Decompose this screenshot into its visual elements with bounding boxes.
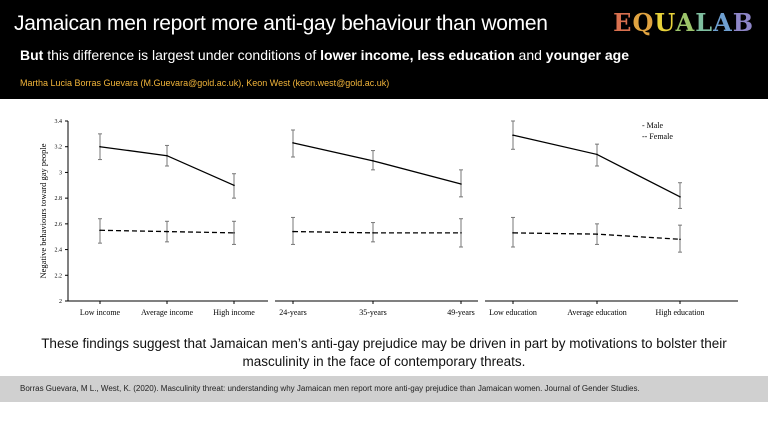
x-tick-label: High income <box>213 308 255 317</box>
x-tick-label: 35-years <box>359 308 387 317</box>
series-line-male <box>292 142 462 185</box>
data-point <box>372 160 374 162</box>
authors: Martha Lucia Borras Guevara (M.Guevara@g… <box>20 78 390 88</box>
y-tick-label: 3.2 <box>55 145 63 151</box>
y-tick-label: 2.8 <box>55 196 63 202</box>
y-tick-label: 2.4 <box>55 248 63 254</box>
line-chart: 2 2.2 2.4 2.6 2.8 3 3.2 3.4 Negative behaviours … <box>38 119 738 317</box>
subtitle-text: this difference is largest under conditi… <box>43 47 321 63</box>
data-point <box>99 229 101 232</box>
data-point <box>512 232 514 234</box>
legend-entry: - Male <box>642 121 664 130</box>
data-point <box>460 232 462 234</box>
x-tick-label: 24-years <box>279 308 307 317</box>
data-point <box>460 183 462 185</box>
logo-letter: L <box>695 8 714 37</box>
twitter-handle[interactable]: @equalabgold <box>604 410 663 420</box>
legend-entry: -- Female <box>642 132 673 141</box>
x-tick-label: Low education <box>489 308 537 317</box>
y-axis-label: Negative behaviours toward gay people <box>38 143 48 278</box>
data-point <box>166 154 168 157</box>
data-point <box>292 230 294 233</box>
y-tick-label: 3.4 <box>55 119 63 125</box>
x-tick-label: High education <box>655 308 704 317</box>
subtitle: But this difference is largest under con… <box>20 47 629 63</box>
data-point <box>233 232 235 234</box>
subtitle-emph-1: lower income, less education <box>320 47 515 63</box>
logo-letter: A <box>713 8 733 37</box>
subtitle-emph-2: younger age <box>545 47 630 63</box>
data-point <box>99 145 101 148</box>
series-line-female <box>292 230 461 234</box>
logo-letter: A <box>675 8 696 37</box>
data-point <box>679 196 681 198</box>
y-tick-label: 2.2 <box>55 273 63 279</box>
data-point <box>233 184 235 187</box>
logo-letter: E <box>613 8 633 37</box>
data-point <box>166 230 168 233</box>
subtitle-and: and <box>514 47 546 63</box>
footer: @equalabgold www.equalab.co.uk <box>590 410 754 420</box>
subtitle-but: But <box>20 47 44 63</box>
x-tick-label: Average income <box>141 308 193 317</box>
y-tick-label: 2.6 <box>55 222 63 228</box>
citation: Borras Guevara, M L., West, K. (2020). M… <box>0 376 768 402</box>
logo-letter: U <box>654 8 676 37</box>
data-point <box>372 232 374 234</box>
data-point <box>512 134 514 136</box>
data-point <box>679 238 681 241</box>
logo-letter: B <box>732 8 754 37</box>
y-tick-label: 2 <box>59 299 62 305</box>
y-tick-label: 3 <box>59 170 62 176</box>
page-title: Jamaican men report more anti-gay behavi… <box>14 12 548 35</box>
x-tick-label: 49-years <box>447 308 475 317</box>
data-point <box>596 153 598 156</box>
data-point <box>292 142 294 144</box>
website-link[interactable]: www.equalab.co.uk <box>676 410 754 420</box>
logo-letter: Q <box>632 8 655 37</box>
equalab-logo: EQUALAB <box>613 8 754 37</box>
x-tick-label: Low income <box>80 308 121 317</box>
x-tick-label: Average education <box>567 308 627 317</box>
findings-text: These findings suggest that Jamaican men… <box>41 336 727 369</box>
data-point <box>596 233 598 235</box>
